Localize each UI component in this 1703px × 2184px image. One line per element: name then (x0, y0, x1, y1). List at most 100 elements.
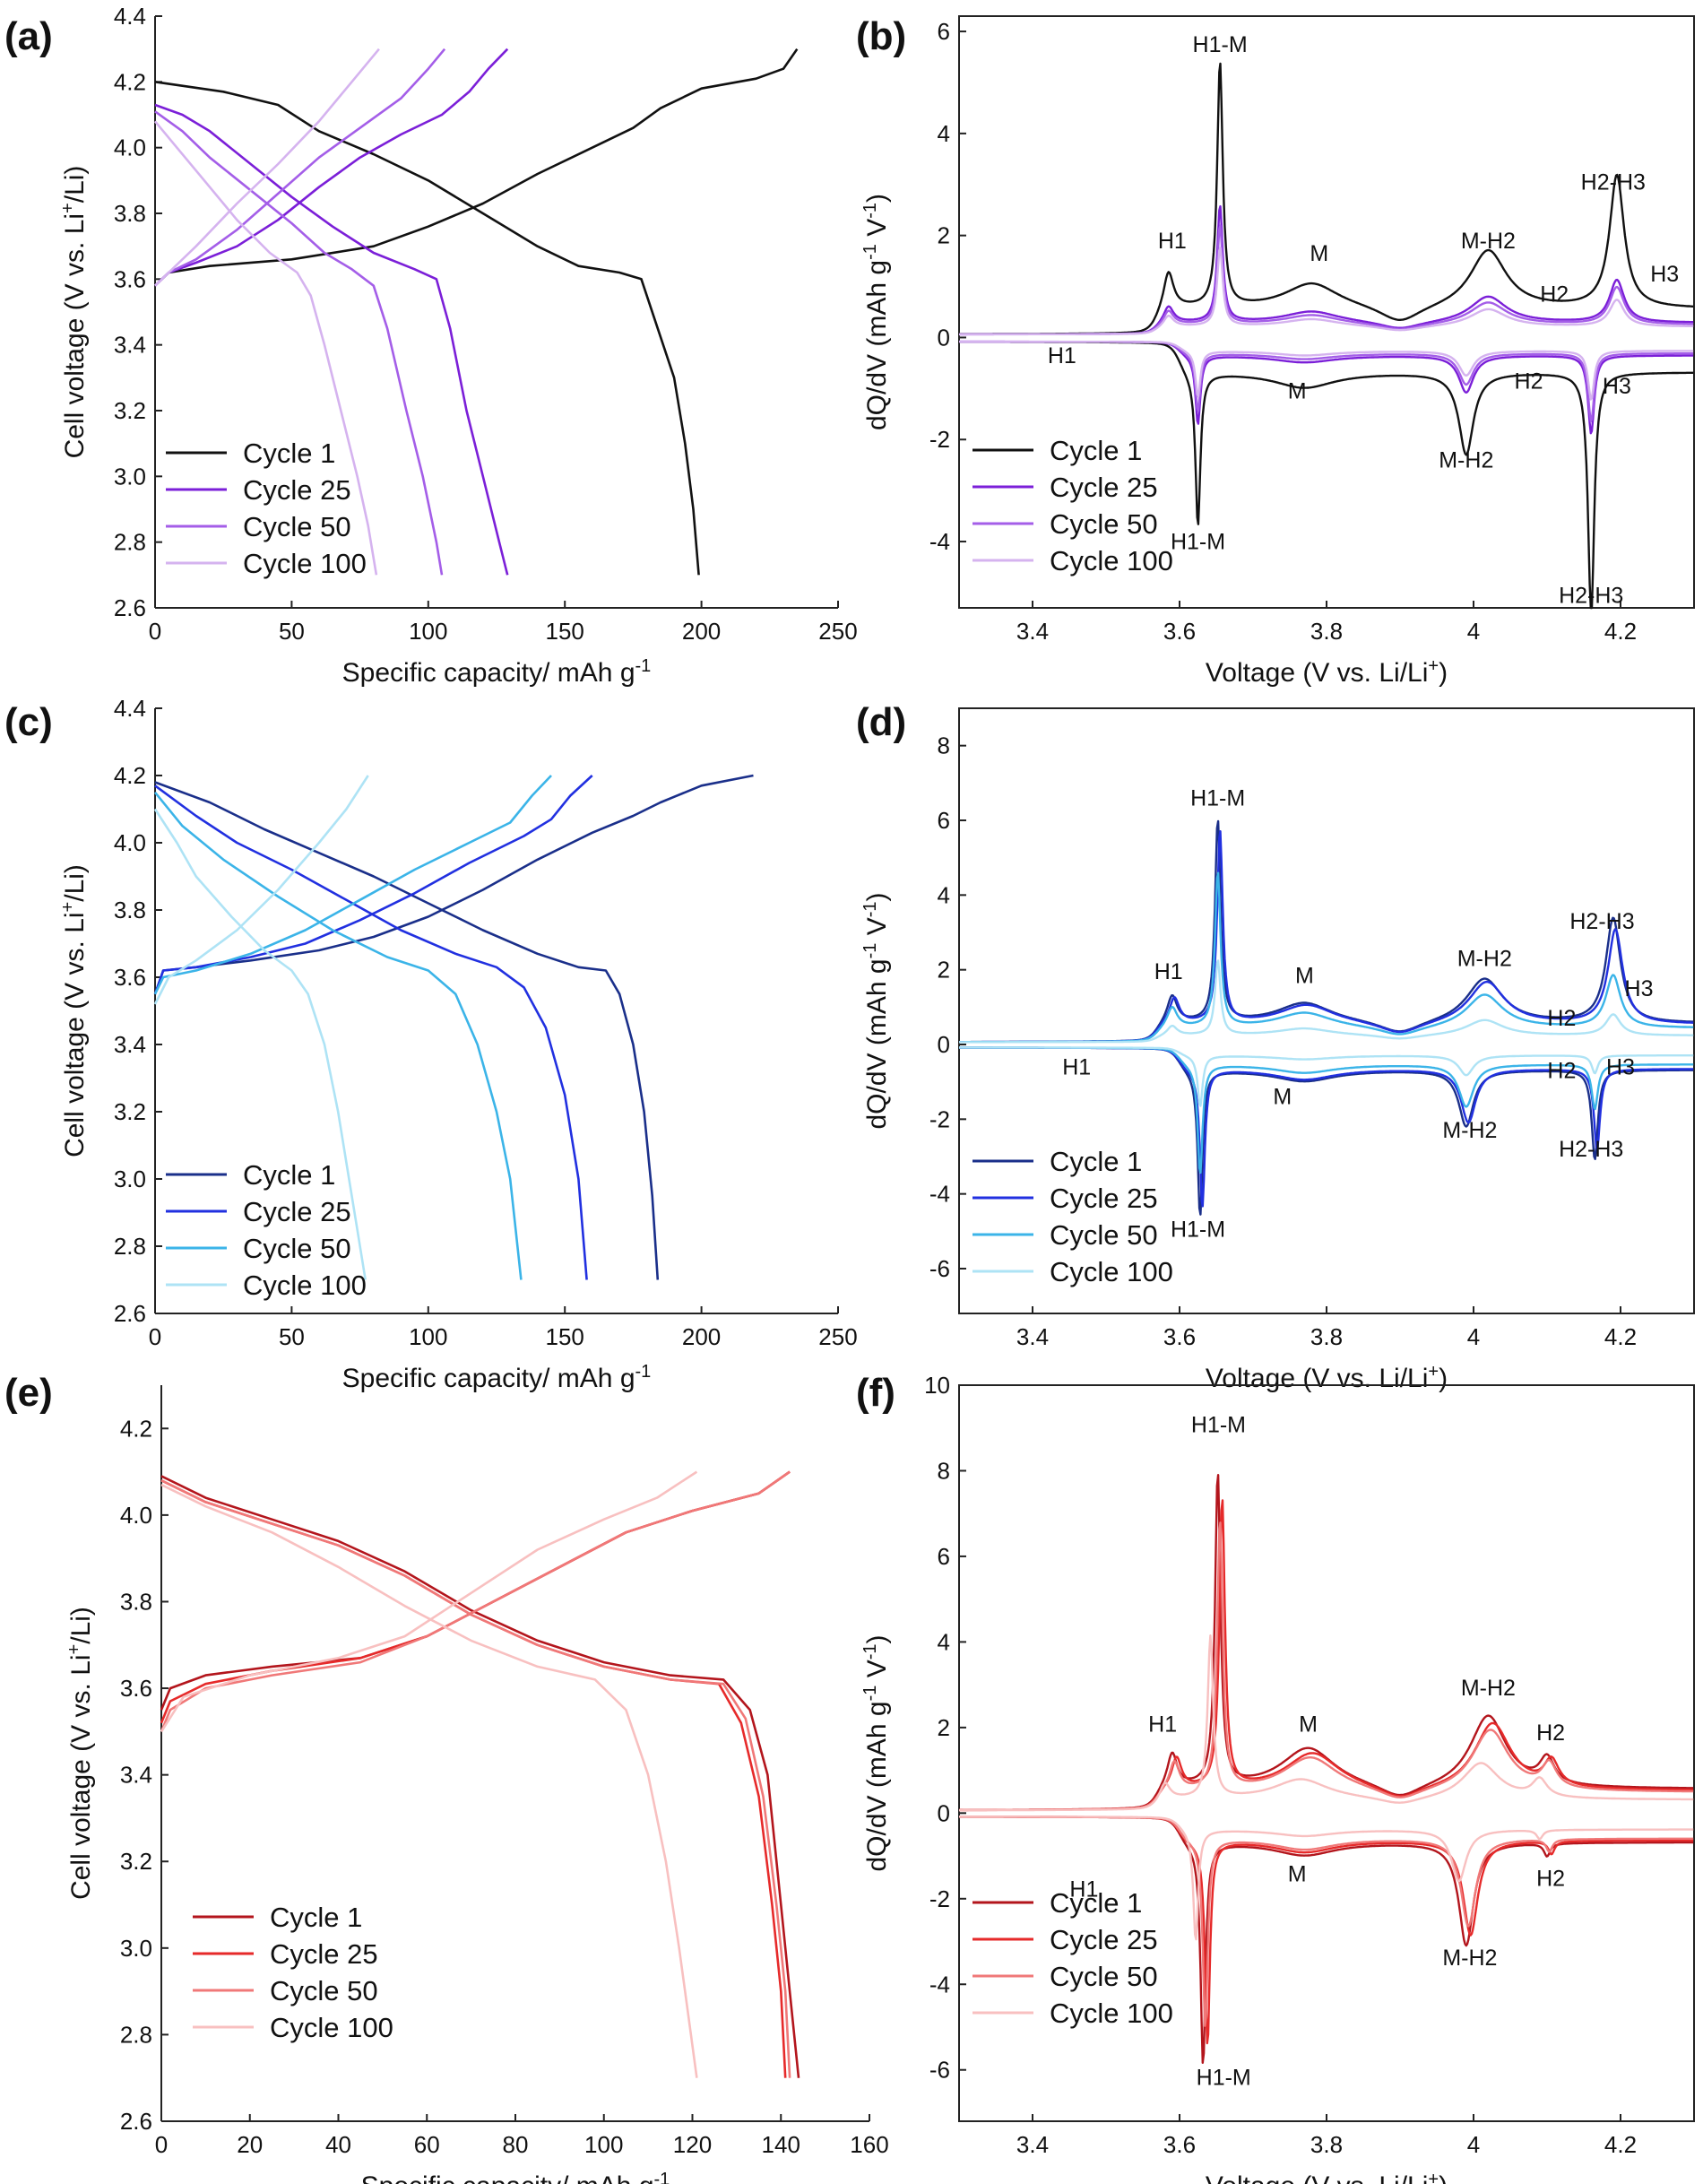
peak-annotation: H2-H3 (1569, 909, 1634, 934)
series-line-charge-cycle-3 (160, 1470, 791, 1732)
y-tick-label: 3.0 (114, 1166, 146, 1192)
panel-d: 3.4 3.6 3.8 4 4.2 -6 -4 -2 0 2 4 6 8 Voltage (V vs. L… (860, 707, 1695, 1393)
series-line-cathodic-cycle-4 (958, 340, 1694, 401)
series-group (958, 819, 1694, 1216)
y-tick-label: 2.8 (114, 1233, 146, 1260)
peak-annotation: H1 (1154, 959, 1183, 984)
y-tick-label: 3.2 (114, 397, 146, 424)
peak-annotation: M-H2 (1461, 1676, 1516, 1701)
y-tick-label: 4.2 (120, 1415, 152, 1442)
x-tick-label: 4 (1467, 1323, 1480, 1350)
x-tick-label: 40 (325, 2131, 351, 2158)
legend: Cycle 1 Cycle 25 Cycle 50 Cycle 100 (193, 1902, 393, 2043)
y-axis-label: dQ/dV (mAh g-1 V-1) (860, 1634, 892, 1871)
legend-label: Cycle 1 (270, 1902, 362, 1933)
peak-annotation: M-H2 (1442, 1118, 1497, 1143)
series-line-discharge-cycle-1 (160, 1475, 800, 2078)
legend-label: Cycle 25 (1050, 1924, 1158, 1955)
y-tick-label: 3.6 (114, 265, 146, 292)
peak-annotation: H2-H3 (1559, 1137, 1623, 1162)
y-tick-label: 2.6 (114, 594, 146, 621)
panel-label-c: (c) (4, 700, 53, 744)
legend-label: Cycle 50 (1050, 1961, 1158, 1992)
x-tick-label: 0 (155, 2131, 168, 2158)
series-line-anodic-cycle-1 (958, 62, 1694, 335)
y-tick-label: 3.2 (114, 1098, 146, 1125)
y-tick-label: 3.4 (120, 1762, 152, 1789)
x-tick-label: 4.2 (1604, 1323, 1637, 1350)
peak-annotation: H2-H3 (1581, 169, 1646, 195)
x-tick-label: 140 (762, 2131, 800, 2158)
peak-annotation: H3 (1650, 262, 1679, 287)
panel-b: 3.4 3.6 3.8 4 4.2 -4 -2 0 2 4 6 Voltage (V vs. Li/L… (860, 15, 1695, 688)
panel-label-f: (f) (856, 1371, 895, 1415)
legend-label: Cycle 100 (1050, 1256, 1173, 1287)
x-tick-label: 0 (149, 618, 161, 645)
legend-label: Cycle 50 (1050, 1219, 1158, 1251)
peak-annotation: H1-M (1171, 530, 1225, 555)
panel-label-d: (d) (856, 700, 906, 744)
peak-annotation: M-H2 (1442, 1946, 1497, 1971)
peak-annotation: H1-M (1197, 2065, 1251, 2090)
x-tick-label: 4.2 (1604, 2131, 1637, 2158)
legend-label: Cycle 25 (1050, 1183, 1158, 1214)
x-tick-label: 0 (149, 1323, 161, 1350)
series-line-charge-cycle-4 (154, 48, 380, 287)
y-axis-label: Cell voltage (V vs. Li+/Li) (58, 166, 90, 459)
y-tick-label: 2 (938, 1714, 950, 1741)
series-line-cathodic-cycle-3 (958, 1816, 1694, 2027)
x-tick-label: 100 (409, 1323, 447, 1350)
peak-annotation: H1 (1069, 1876, 1098, 1902)
series-line-anodic-cycle-4 (958, 247, 1694, 336)
legend-label: Cycle 25 (1050, 472, 1158, 503)
peak-annotation: H2 (1547, 1006, 1576, 1031)
series-line-discharge-cycle-1 (154, 81, 700, 576)
series-line-discharge-cycle-2 (154, 103, 509, 576)
x-tick-label: 3.8 (1310, 1323, 1343, 1350)
peak-annotation: M (1288, 379, 1307, 404)
x-tick-label: 20 (237, 2131, 263, 2158)
peak-annotation: M (1299, 1712, 1318, 1738)
y-tick-label: 2.8 (120, 2021, 152, 2048)
x-tick-label: 3.6 (1163, 618, 1196, 645)
peak-annotation: H1 (1148, 1712, 1177, 1738)
y-tick-label: 3.0 (114, 463, 146, 490)
peak-annotation: H1-M (1171, 1218, 1225, 1243)
x-axis-label: Specific capacity/ mAh g-1 (342, 1362, 652, 1393)
x-tick-label: 60 (414, 2131, 440, 2158)
series-line-charge-cycle-2 (154, 48, 509, 287)
series-line-discharge-cycle-1 (154, 781, 660, 1280)
y-tick-label: 8 (938, 732, 950, 759)
y-tick-label: 0 (938, 1031, 950, 1058)
series-line-charge-cycle-4 (160, 1470, 698, 1733)
y-tick-label: 4 (938, 1628, 950, 1655)
x-tick-label: 100 (584, 2131, 623, 2158)
legend-label: Cycle 50 (270, 1975, 378, 2006)
y-tick-label: 4.4 (114, 3, 146, 30)
y-tick-label: 10 (924, 1372, 950, 1399)
y-tick-label: -4 (929, 528, 950, 555)
series-line-discharge-cycle-2 (160, 1479, 787, 2078)
series-line-charge-cycle-4 (153, 775, 369, 1005)
x-tick-label: 250 (818, 1323, 857, 1350)
y-tick-label: -6 (929, 2057, 950, 2084)
legend: Cycle 1 Cycle 25 Cycle 50 Cycle 100 (973, 435, 1173, 576)
y-tick-label: 6 (938, 1543, 950, 1570)
y-tick-label: 4.0 (120, 1502, 152, 1529)
y-tick-label: 2.8 (114, 529, 146, 556)
peak-annotation: M (1295, 963, 1314, 988)
x-tick-label: 200 (682, 1323, 721, 1350)
peak-annotation: M (1273, 1085, 1292, 1110)
x-tick-label: 150 (546, 618, 584, 645)
x-tick-label: 3.8 (1310, 2131, 1343, 2158)
x-tick-label: 3.6 (1163, 2131, 1196, 2158)
y-tick-label: 2.6 (120, 2108, 152, 2135)
y-tick-label: -2 (929, 1885, 950, 1912)
y-tick-label: 4.0 (114, 829, 146, 856)
legend-label: Cycle 100 (270, 2012, 393, 2043)
series-line-anodic-cycle-4 (958, 1634, 1694, 1812)
legend: Cycle 1 Cycle 25 Cycle 50 Cycle 100 (973, 1887, 1173, 2029)
x-tick-label: 150 (546, 1323, 584, 1350)
y-tick-label: 4.2 (114, 762, 146, 789)
legend-label: Cycle 25 (243, 1196, 351, 1227)
